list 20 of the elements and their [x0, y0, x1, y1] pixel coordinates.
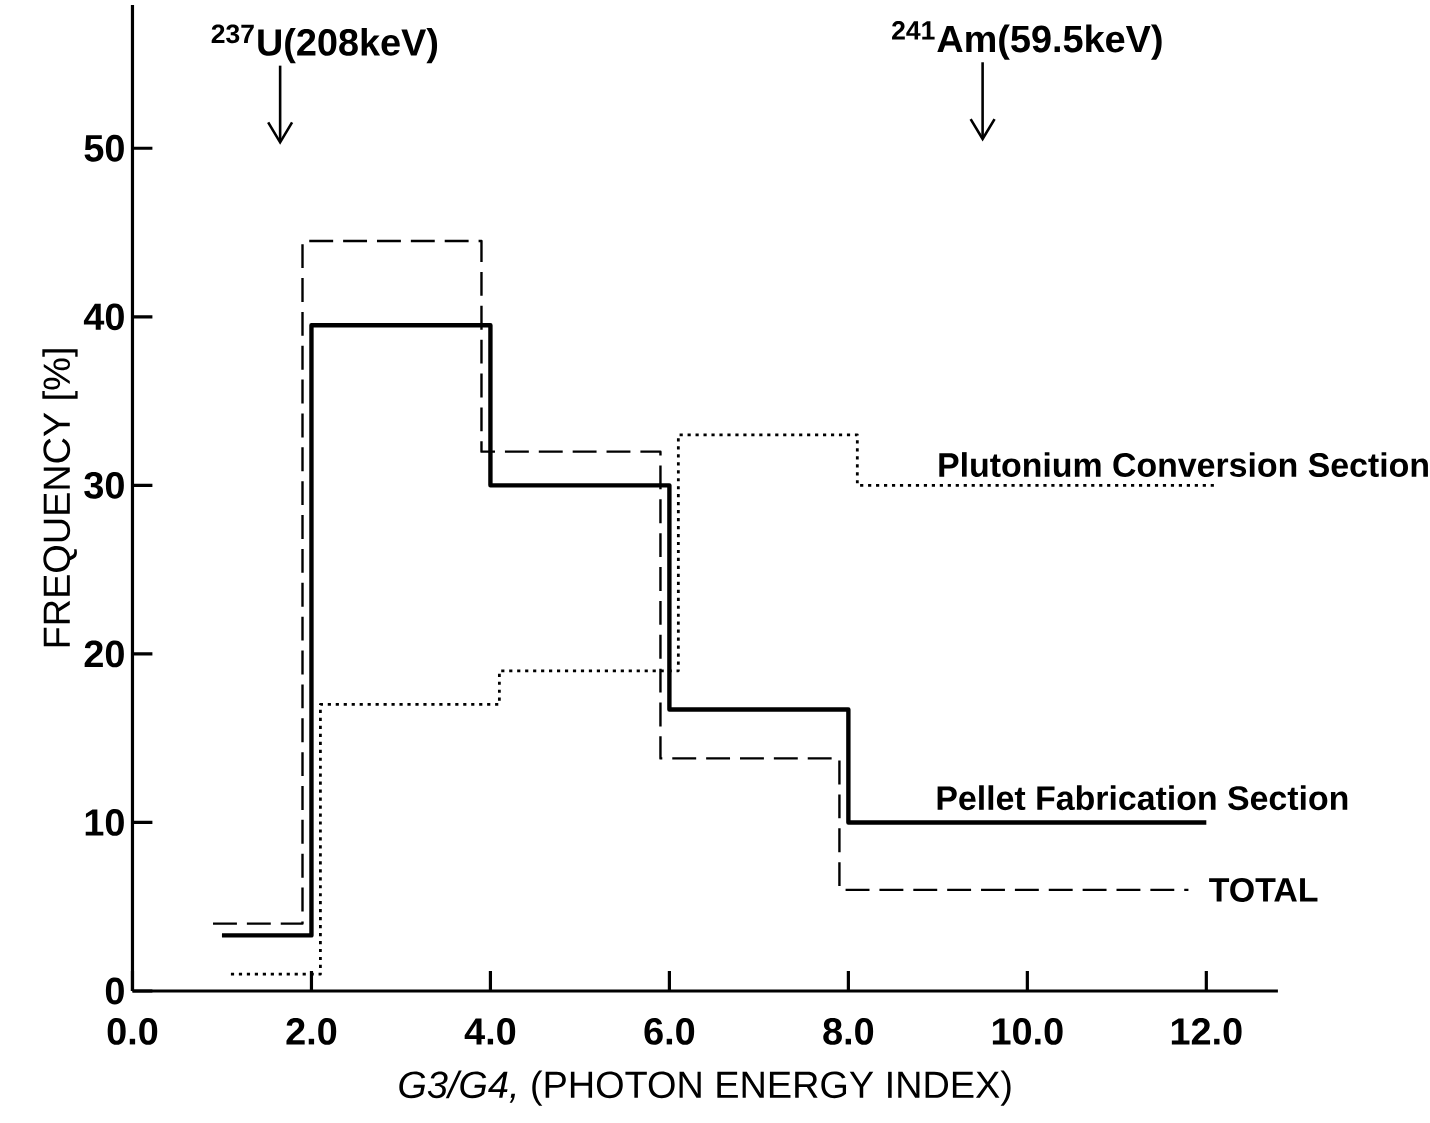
y-tick-label: 10 — [85, 809, 124, 837]
y-tick-label: 30 — [84, 472, 124, 500]
y-axis-title: FREQUENCY [%] — [42, 349, 78, 647]
y-tick-label: 50 — [84, 135, 124, 162]
annotation: $^{237}$U(208keV) — [211, 24, 438, 64]
x-tick-label: 6.0 — [644, 1018, 695, 1046]
x-tick-label: 12.0 — [1171, 1018, 1242, 1046]
x-axis-title: G3/G4, (PHOTON ENERGY INDEX) — [399, 1070, 1011, 1106]
annotation: $^{241}$Am(59.5keV) — [892, 21, 1162, 61]
y-tick-label: 20 — [84, 640, 124, 668]
x-tick-label: 2.0 — [286, 1018, 337, 1046]
series-label: TOTAL — [1209, 878, 1318, 903]
x-tick-label: 4.0 — [464, 1018, 516, 1046]
y-tick-label: 40 — [83, 303, 124, 331]
series-label: Pellet Fabrication Section — [937, 785, 1348, 811]
x-tick-label: 0.0 — [107, 1018, 158, 1046]
x-tick-label: 10.0 — [992, 1018, 1063, 1046]
x-tick-label: 8.0 — [823, 1018, 874, 1046]
y-tick-label: 0 — [105, 977, 124, 1005]
series-label: Plutonium Conversion Section — [939, 452, 1428, 478]
